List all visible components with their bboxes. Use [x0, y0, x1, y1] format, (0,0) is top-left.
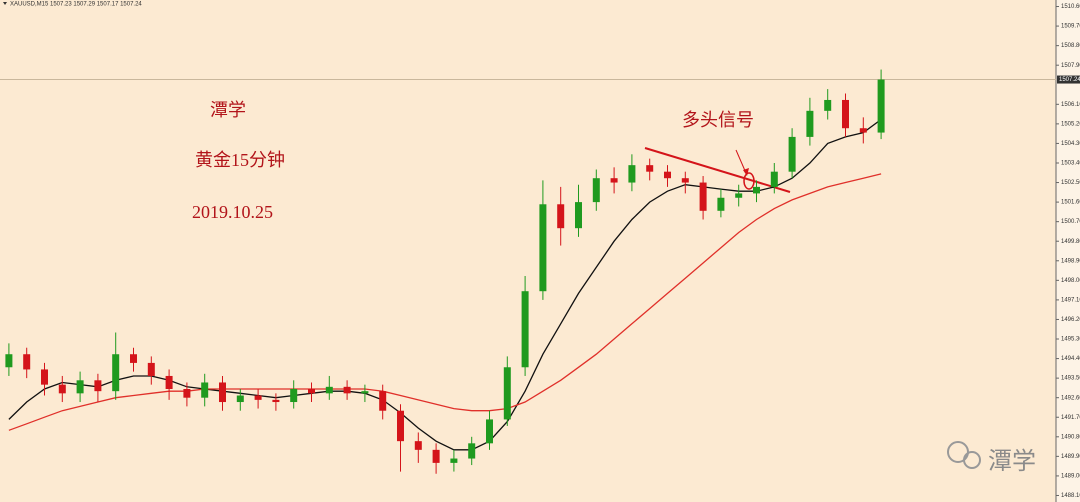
- candle-body: [236, 395, 244, 403]
- candle-body: [788, 136, 796, 172]
- y-tick-label: 1501.60: [1061, 200, 1080, 206]
- y-tick-label: 1510.60: [1061, 4, 1080, 10]
- y-tick-label: 1502.50: [1061, 180, 1080, 186]
- y-tick-label: 1498.00: [1061, 278, 1080, 284]
- candle-body: [859, 128, 867, 133]
- trend-line: [644, 147, 791, 193]
- candle-body: [201, 382, 209, 398]
- y-tick-label: 1496.20: [1061, 317, 1080, 323]
- candle-body: [628, 165, 636, 183]
- candle-body: [94, 380, 102, 392]
- last-price-label: 1507.24: [1059, 77, 1080, 83]
- candle-body: [575, 202, 582, 229]
- y-tick-label: 1506.10: [1061, 102, 1080, 108]
- candle-body: [664, 171, 671, 179]
- y-tick-label: 1494.40: [1061, 356, 1080, 362]
- candle-body: [432, 449, 440, 463]
- annotation: 2019.10.25: [192, 202, 273, 222]
- y-tick-label: 1509.70: [1061, 24, 1080, 30]
- candle-body: [753, 186, 760, 194]
- y-tick-label: 1490.80: [1061, 434, 1080, 440]
- candle-body: [112, 354, 120, 392]
- candle-body: [325, 386, 333, 394]
- y-tick-label: 1489.00: [1061, 474, 1080, 480]
- y-tick-label: 1503.40: [1061, 161, 1080, 167]
- y-tick-label: 1508.80: [1061, 43, 1080, 49]
- y-tick-label: 1492.60: [1061, 395, 1080, 401]
- y-tick-label: 1505.20: [1061, 121, 1080, 127]
- candle-body: [486, 419, 493, 444]
- header-icon: [3, 2, 7, 5]
- annotation: 潭学: [210, 100, 246, 120]
- candle-body: [165, 375, 173, 389]
- candle-body: [646, 165, 654, 172]
- watermark-icon: [963, 451, 981, 469]
- candle-body: [717, 197, 725, 211]
- candle-body: [503, 367, 511, 420]
- candle-body: [219, 382, 226, 403]
- candle-body: [557, 204, 565, 229]
- candle-body: [521, 291, 529, 368]
- candle-body: [41, 369, 48, 385]
- candle-body: [877, 79, 885, 133]
- watermark-text: 潭学: [988, 447, 1036, 475]
- candle-body: [308, 388, 315, 394]
- candle-body: [76, 380, 84, 394]
- watermark: 潭学: [947, 441, 1036, 475]
- candle-body: [468, 443, 476, 459]
- candle-body: [397, 410, 404, 442]
- candle-body: [58, 384, 66, 394]
- price-axis-bg: [1056, 0, 1080, 502]
- candle-body: [842, 99, 849, 129]
- candle-body: [450, 458, 458, 463]
- candle-body: [414, 441, 422, 450]
- candle-body: [539, 204, 547, 292]
- y-tick-label: 1489.90: [1061, 454, 1080, 460]
- candle-body: [5, 354, 13, 368]
- candle-body: [681, 178, 689, 183]
- candle-body: [592, 178, 600, 203]
- candle-body: [183, 388, 191, 398]
- arrow: [735, 149, 747, 174]
- annotation: 多头信号: [682, 110, 754, 130]
- candle-body: [806, 110, 814, 137]
- candle-body: [130, 354, 137, 363]
- y-tick-label: 1493.50: [1061, 376, 1080, 382]
- y-tick-label: 1491.70: [1061, 415, 1080, 421]
- candle-body: [699, 182, 707, 211]
- candle-body: [254, 395, 262, 400]
- header-info: XAUUSD,M15 1507.23 1507.29 1507.17 1507.…: [10, 2, 142, 8]
- candle-body: [735, 193, 743, 198]
- candle-body: [343, 386, 351, 394]
- candle-body: [23, 354, 31, 370]
- y-tick-label: 1499.80: [1061, 239, 1080, 245]
- candle-body: [610, 178, 618, 183]
- candle-body: [272, 399, 280, 403]
- annotation: 黄金15分钟: [195, 150, 285, 170]
- moving-average: [8, 118, 882, 451]
- last-price-tag: [1057, 75, 1080, 84]
- candle-body: [379, 391, 387, 411]
- candle-body: [824, 99, 832, 111]
- y-tick-label: 1495.30: [1061, 337, 1080, 343]
- moving-average: [8, 173, 882, 431]
- y-tick-label: 1504.30: [1061, 141, 1080, 147]
- signal-circle: [743, 172, 755, 190]
- candle-body: [147, 362, 155, 376]
- candle-body: [770, 171, 778, 187]
- y-tick-label: 1507.90: [1061, 63, 1080, 69]
- candle-body: [290, 388, 298, 403]
- candle-body: [361, 391, 369, 394]
- y-tick-label: 1497.10: [1061, 297, 1080, 303]
- y-tick-label: 1498.90: [1061, 258, 1080, 264]
- y-tick-label: 1500.70: [1061, 219, 1080, 225]
- y-tick-label: 1488.10: [1061, 493, 1080, 499]
